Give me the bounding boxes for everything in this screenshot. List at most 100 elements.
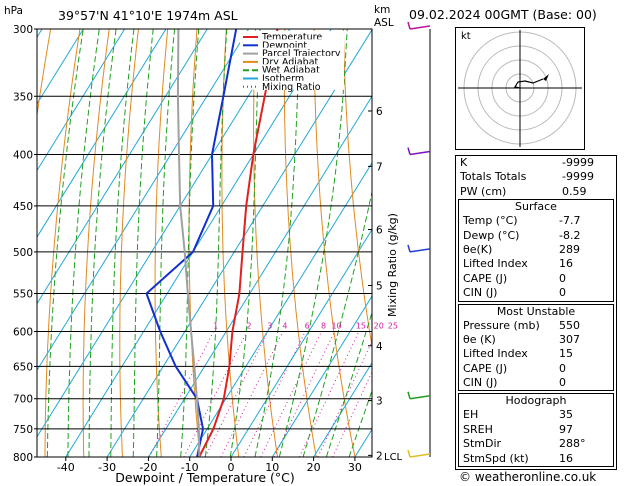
mixing-ratio-line	[298, 331, 360, 457]
isotherm	[230, 228, 372, 457]
surface-label: CAPE (J)	[463, 271, 508, 285]
surface-row: Temp (°C) -7.7	[459, 214, 613, 228]
hodograph-stat-row: EH 35	[459, 408, 613, 422]
mixing-ratio-value: 6	[305, 321, 310, 330]
most-unstable-value: 307	[559, 332, 580, 346]
wind-barb-flag	[407, 21, 411, 30]
hodograph-stat-value: 288°	[559, 437, 586, 451]
index-row: PW (cm) 0.59	[456, 185, 616, 199]
surface-label: CIN (J)	[463, 286, 498, 300]
most-unstable-row: Pressure (mb) 550	[459, 319, 613, 333]
pressure-tick-label: 700	[13, 394, 33, 406]
temp-tick-label: 10	[265, 461, 279, 474]
hodograph-stat-label: EH	[463, 408, 479, 422]
isotherm	[106, 29, 372, 457]
altitude-tick-label: 7	[376, 161, 383, 173]
hodograph-table-panel: Hodograph EH 35 SREH 97 StmDir 288° StmSpd (kt…	[458, 393, 614, 468]
hodograph-stat-label: StmDir	[463, 437, 502, 451]
pressure-tick-label: 800	[13, 452, 33, 464]
wet-adiabat	[110, 29, 135, 457]
plot-area	[37, 29, 372, 457]
surface-label: Temp (°C)	[463, 214, 518, 228]
surface-row: Lifted Index 16	[459, 257, 613, 271]
temp-tick-label: -20	[139, 461, 157, 474]
surface-row: θe(K) 289	[459, 243, 613, 257]
temp-tick-label: -40	[57, 461, 75, 474]
isotherm	[65, 29, 332, 457]
isotherm	[37, 29, 126, 172]
legend-entry: Dry Adiabat	[262, 57, 319, 68]
surface-value: -7.7	[559, 214, 581, 228]
wind-barb	[409, 453, 431, 458]
most-unstable-row: CIN (J) 0	[459, 376, 613, 390]
altitude-tick-label: 3	[376, 396, 383, 408]
wet-adiabat	[348, 389, 372, 457]
wet-adiabat	[254, 29, 301, 457]
wet-adiabat	[229, 29, 261, 457]
mixing-ratio-line	[220, 331, 284, 457]
wet-adiabat	[278, 29, 348, 457]
mixing-ratio-value: 15	[356, 321, 366, 330]
surface-row: CIN (J) 0	[459, 286, 613, 300]
most-unstable-value: 15	[559, 347, 573, 361]
legend-bg	[240, 80, 344, 90]
hodograph-stat-value: 35	[559, 408, 573, 422]
hodograph-unit: kt	[461, 31, 471, 42]
hodograph-stat-value: 97	[559, 422, 573, 436]
legend-bg	[240, 47, 344, 57]
hodograph-arrowhead	[543, 74, 549, 81]
chart-title: 39°57'N 41°10'E 1974m ASL	[58, 8, 238, 23]
surface-label: Lifted Index	[463, 257, 528, 271]
temp-tick-label: 20	[307, 461, 321, 474]
altitude-tick-label: 6	[376, 106, 383, 118]
legend-bg	[240, 31, 344, 40]
x-axis-label: Dewpoint / Temperature (°C)	[115, 470, 294, 485]
series-temperature	[198, 29, 279, 457]
legend-entry: Parcel Trajectory	[262, 49, 341, 60]
mixing-ratio-line	[148, 331, 215, 457]
isotherm	[189, 162, 372, 457]
legend-entry: Wet Adiabat	[262, 65, 320, 76]
surface-value: 289	[559, 242, 580, 256]
most-unstable-label: CIN (J)	[463, 376, 498, 390]
pressure-tick-label: 750	[13, 424, 33, 436]
wind-barb	[409, 150, 431, 156]
most-unstable-row: CAPE (J) 0	[459, 362, 613, 376]
most-unstable-label: Lifted Index	[463, 347, 528, 361]
wind-barb-flag	[407, 244, 411, 253]
isotherm	[37, 29, 291, 438]
dry-adiabat	[119, 29, 139, 457]
isotherm	[271, 295, 372, 457]
legend-entry: Dewpoint	[262, 40, 307, 51]
wet-adiabat	[156, 29, 176, 457]
altitude-tick-label: 4	[376, 341, 383, 353]
pressure-tick-label: 600	[13, 326, 33, 338]
index-label: Totals Totals	[460, 170, 527, 184]
index-row: K -9999	[456, 156, 616, 170]
wind-barb	[409, 25, 431, 30]
isotherm	[313, 361, 372, 457]
pressure-tick-label: 500	[13, 247, 33, 259]
hodograph-table-title: Hodograph	[505, 394, 567, 408]
series-dewpoint	[145, 29, 238, 457]
surface-value: -8.2	[559, 228, 581, 242]
altitude-ref: ASL	[374, 17, 394, 29]
hodograph-stat-value: 16	[559, 451, 573, 465]
pressure-tick-label: 650	[13, 361, 33, 373]
mixing-ratio-value: 4	[282, 321, 287, 330]
wind-barb-flag	[407, 391, 411, 399]
legend-bg	[240, 72, 344, 82]
dry-adiabat	[313, 29, 356, 457]
pressure-tick-label: 300	[13, 24, 33, 36]
hodograph: kt	[455, 27, 585, 150]
altitude-tick-label: 6	[376, 225, 383, 237]
surface-label: Dewp (°C)	[463, 228, 520, 242]
most-unstable-label: CAPE (J)	[463, 361, 508, 375]
isotherm	[37, 29, 249, 372]
surface-row: CAPE (J) 0	[459, 272, 613, 286]
hodograph-trace	[514, 78, 544, 89]
index-value: -9999	[562, 156, 594, 169]
mixing-ratio-line	[204, 331, 269, 457]
hodograph-stat-row: SREH 97	[459, 423, 613, 437]
most-unstable-value: 550	[559, 318, 580, 332]
